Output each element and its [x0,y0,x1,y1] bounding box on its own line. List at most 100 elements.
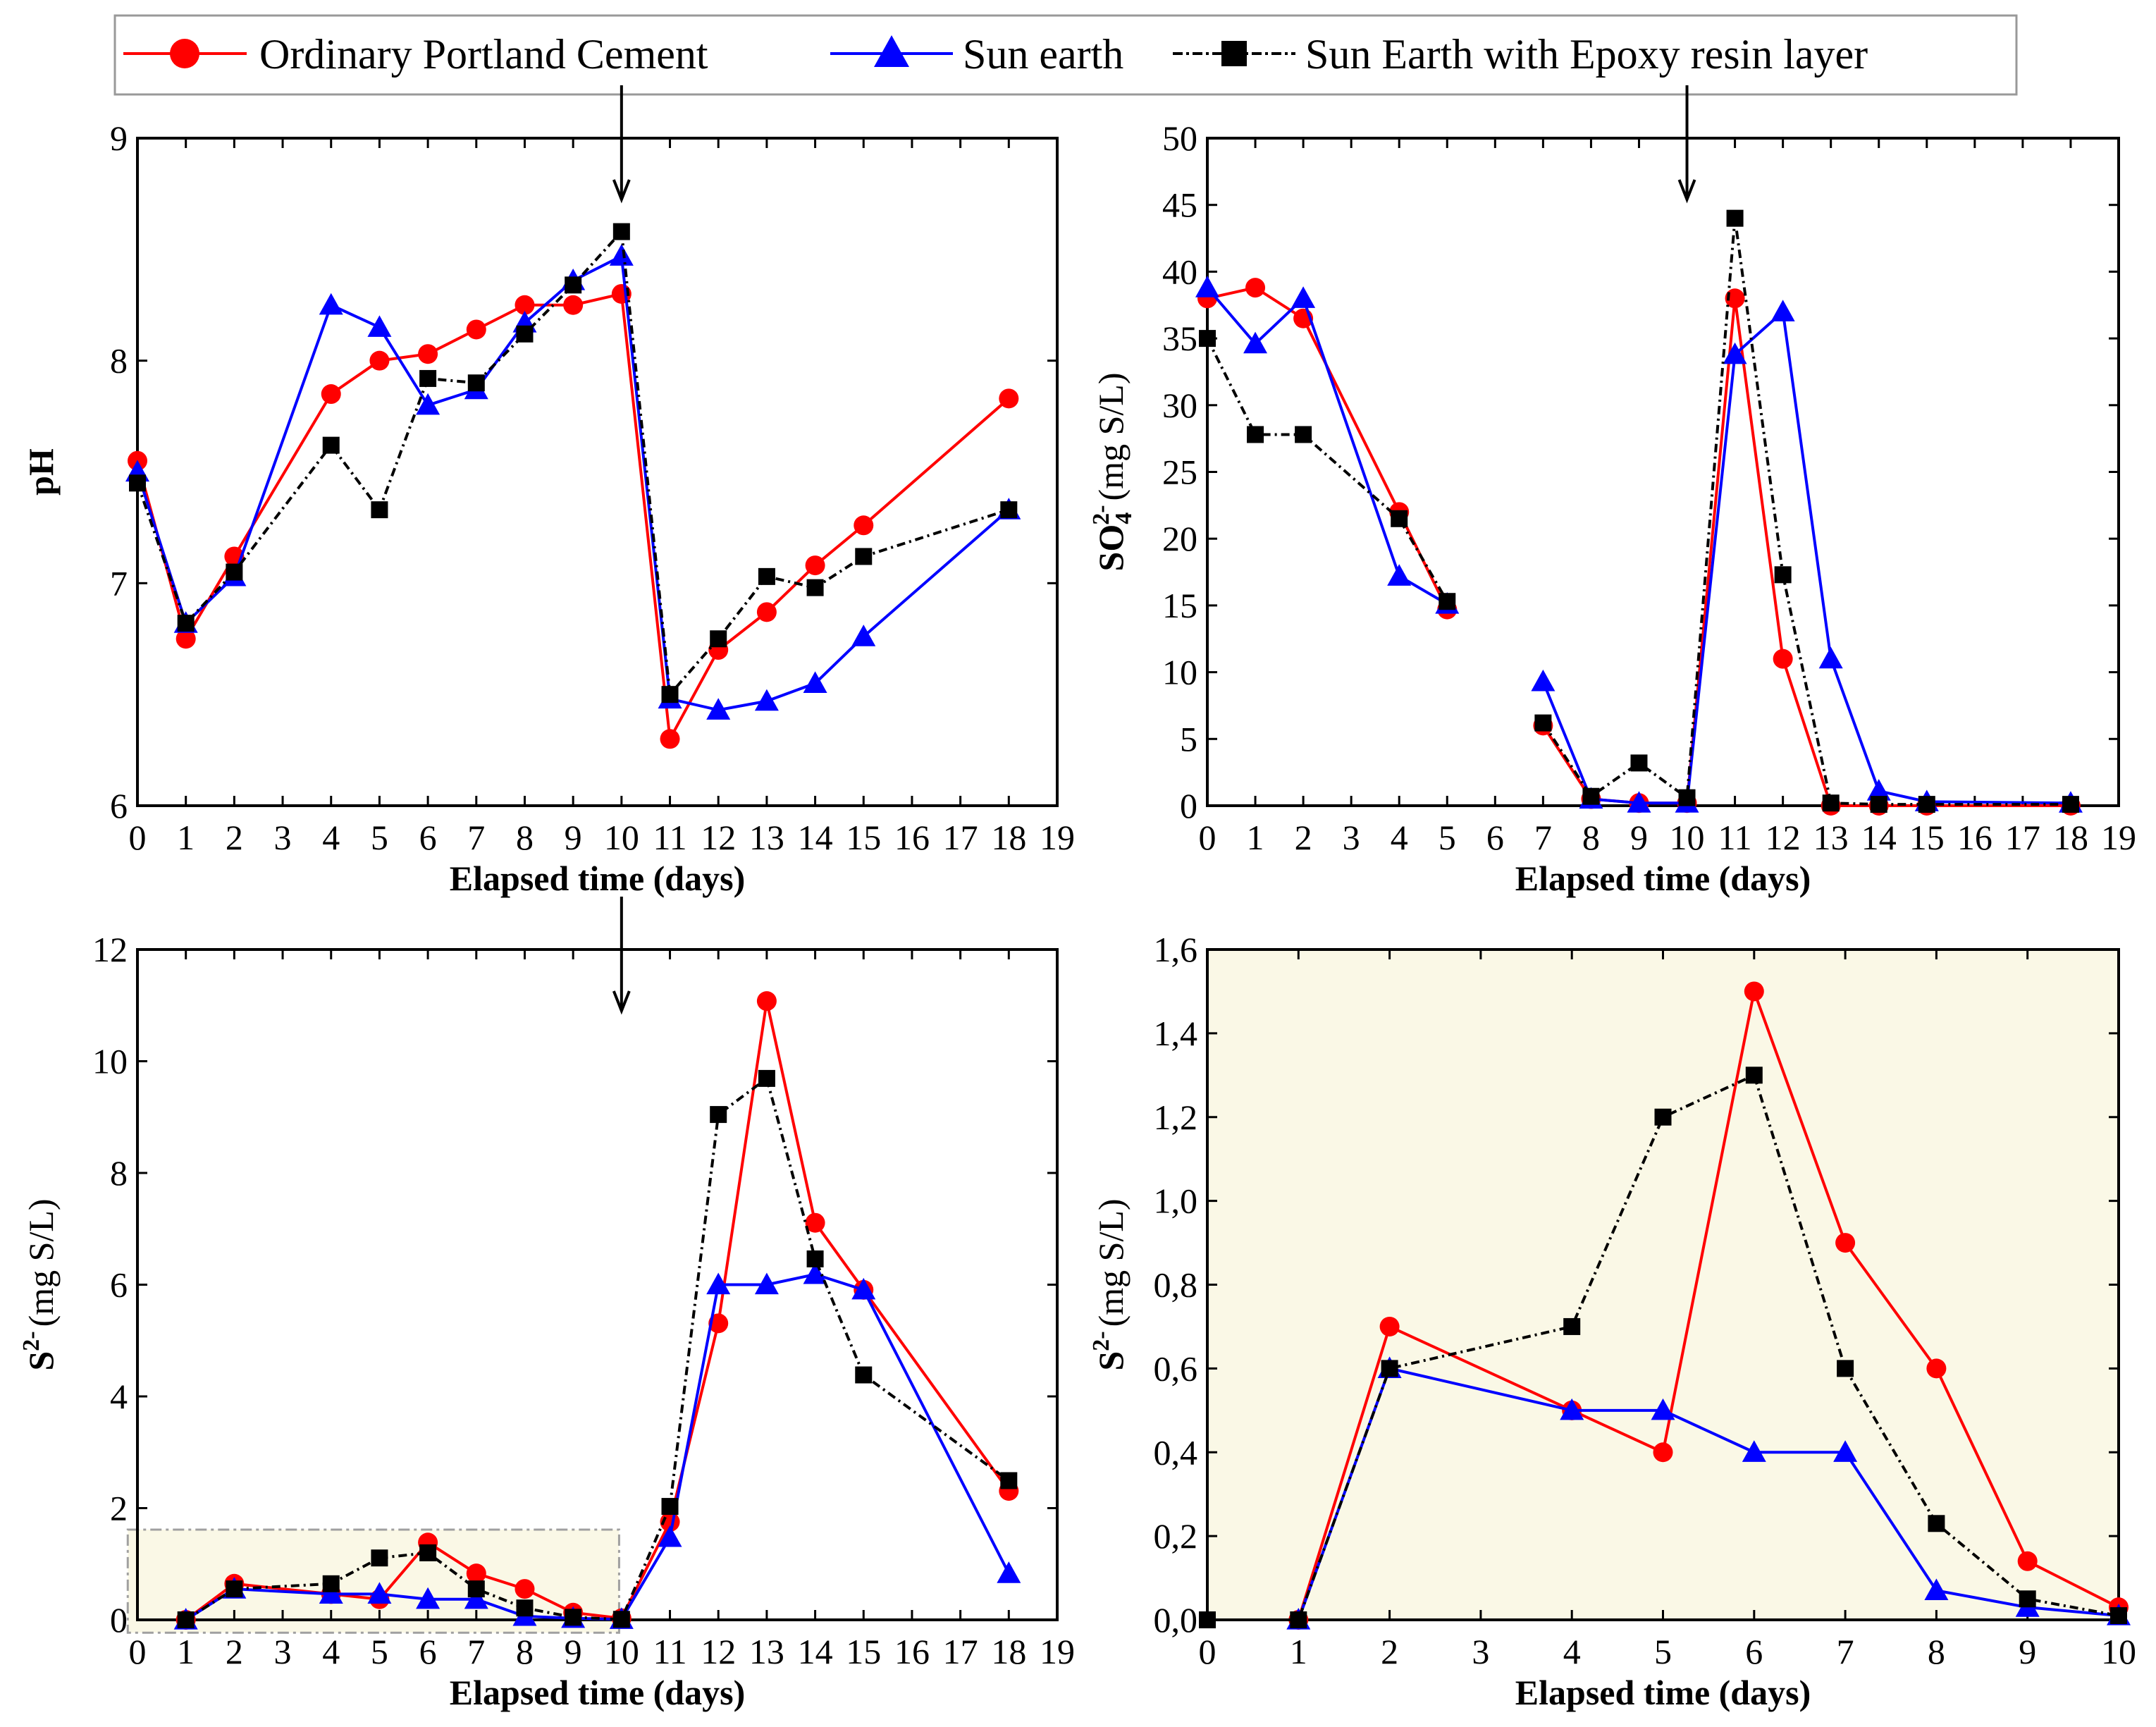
ph-point-epoxy [758,567,775,585]
sulfide-zoom-point-sun_earth [1833,1440,1858,1462]
sulfate-point-sun_earth [1866,779,1891,801]
sulfide-point-sun_earth [658,1525,682,1547]
sulfate-point-epoxy [1822,794,1840,812]
sulfate-point-opc [1773,649,1793,669]
sulfide-zoom-point-epoxy [1928,1515,1945,1532]
sulfide-point-epoxy [758,1069,775,1087]
ph-point-epoxy [129,474,146,492]
sulfide-zoom-x-axis-label: Elapsed time (days) [1515,1673,1811,1712]
sulfide-zoom-point-epoxy [1290,1611,1307,1628]
ph-point-opc [369,350,390,371]
sulfide-x-tick-label: 6 [419,1632,437,1671]
sulfide-zoom-y-tick-label: 0,2 [1154,1516,1198,1556]
sulfide-zoom-point-sun_earth [1924,1578,1949,1600]
sulfide-point-sun_earth [319,1582,343,1604]
sulfate-series-line-opc [1207,286,1449,610]
sulfate-point-sun_earth [1387,564,1412,586]
sulfate-point-sun_earth [1723,342,1747,364]
ph-series-sun_earth [125,244,1021,720]
sulfate-x-tick-label: 16 [1957,818,1992,857]
sulfide-series-line-opc [185,1000,1010,1621]
sulfide-zoom-point-epoxy [1654,1108,1672,1126]
sulfide-point-epoxy [322,1575,340,1592]
sulfide-zoom-point-epoxy [2110,1607,2127,1625]
ph-chart: 0 1 2 3 4 5 6 7 8 9 10 11 12 13 14 15 16 17 18 196789Elapse… [21,85,1075,898]
sulfate-series-sun_earth [1195,276,2083,813]
sulfide-point-opc [515,1579,535,1599]
ph-x-tick-label: 3 [274,818,292,857]
sulfate-point-sun_earth [1291,286,1316,308]
sulfide-point-sun_earth [706,1272,731,1295]
sulfide-point-sun_earth [464,1587,488,1609]
ph-x-tick-label: 10 [604,818,639,857]
ph-y-tick-label: 7 [110,563,128,603]
sulfide-zoom-x-tick-label: 0 [1199,1632,1216,1671]
sulfide-zoom-y-tick-label: 0,8 [1154,1265,1198,1305]
sulfide-point-epoxy [612,1611,630,1628]
sulfate-point-epoxy [1678,789,1696,806]
sulfate-x-tick-label: 7 [1534,818,1552,857]
legend-label-epoxy: Sun Earth with Epoxy resin layer [1305,31,1868,78]
ph-y-tick-label: 9 [110,118,128,158]
sulfide-point-epoxy [806,1250,824,1267]
sulfide-y-tick-label: 8 [110,1153,128,1193]
sulfate-x-tick-label: 9 [1630,818,1648,857]
ph-series-line-sun_earth [136,254,1010,712]
sulfide-x-tick-label: 2 [226,1632,243,1671]
sulfate-point-epoxy [1870,796,1887,813]
ph-x-tick-label: 19 [1040,818,1075,857]
ph-x-tick-label: 5 [371,818,388,857]
sulfide-point-sun_earth [803,1262,827,1284]
sulfate-point-epoxy [1534,714,1552,732]
sulfate-x-tick-label: 5 [1439,818,1456,857]
sulfide-y-tick-label: 4 [110,1377,128,1416]
sulfide-point-sun_earth [754,1272,779,1295]
sulfate-y-tick-label: 45 [1162,185,1197,225]
ph-point-epoxy [661,686,679,703]
ph-point-opc [321,384,341,405]
ph-point-opc [756,602,777,622]
ph-point-epoxy [565,276,582,294]
sulfate-chart: 0 1 2 3 4 5 6 7 8 9 10 11 12 13 14 15 16 17 18 190510152025… [1088,85,2136,898]
ph-point-sun_earth [416,393,441,415]
ph-point-epoxy [177,615,195,632]
sulfide-x-tick-label: 11 [653,1632,686,1671]
ph-point-sun_earth [851,625,876,646]
sulfate-x-tick-label: 15 [1909,818,1945,857]
sulfate-y-axis-label: SO42-(mg S/L) [1088,373,1137,572]
sulfate-x-axis-label: Elapsed time (days) [1515,859,1811,898]
ph-point-epoxy [322,436,340,454]
ph-point-epoxy [467,374,485,392]
sulfate-x-tick-label: 12 [1766,818,1801,857]
sulfide-chart: 0 1 2 3 4 5 6 7 8 9 10 11 12 13 14 15 16 17 18 19024681012E… [18,897,1075,1712]
sulfide-event-arrow-head [612,990,631,1015]
ph-x-tick-label: 8 [516,818,534,857]
sulfate-x-tick-label: 13 [1813,818,1849,857]
sulfide-zoom-x-tick-label: 9 [2019,1632,2036,1671]
ph-point-epoxy [710,630,727,648]
sulfide-x-tick-label: 18 [991,1632,1026,1671]
sulfide-x-tick-label: 9 [565,1632,582,1671]
ph-series-epoxy [129,223,1018,703]
sulfide-point-epoxy [467,1580,485,1598]
ph-point-epoxy [612,223,630,240]
sulfate-x-tick-label: 8 [1582,818,1600,857]
sulfide-point-opc [756,991,777,1012]
ph-point-opc [175,629,196,649]
sulfide-point-epoxy [855,1366,873,1384]
sulfide-zoom-y-tick-label: 1,6 [1154,930,1198,969]
sulfate-y-tick-label: 50 [1162,118,1197,158]
sulfide-point-epoxy [710,1106,727,1124]
sulfide-x-tick-label: 13 [749,1632,784,1671]
sulfide-zoom-x-tick-label: 3 [1472,1632,1489,1671]
ph-point-sun_earth [754,689,779,711]
sulfate-x-tick-label: 11 [1718,818,1752,857]
sulfide-x-tick-label: 1 [177,1632,195,1671]
legend-marker-epoxy [1221,41,1247,66]
sulfide-x-tick-label: 5 [371,1632,388,1671]
sulfide-y-tick-label: 6 [110,1265,128,1305]
sulfide-zoom-point-opc [1744,981,1764,1002]
sulfide-x-tick-label: 14 [798,1632,833,1671]
sulfide-zoom-point-epoxy [2019,1590,2036,1608]
